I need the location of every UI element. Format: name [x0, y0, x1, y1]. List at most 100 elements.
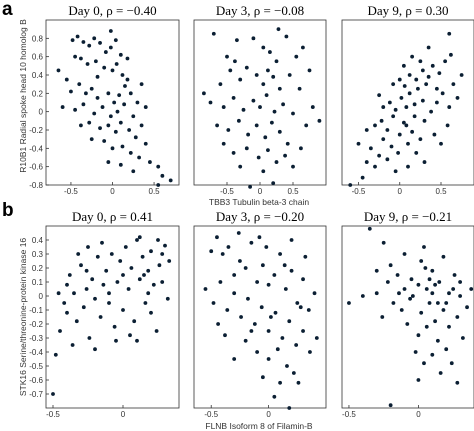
y-tick-label: -0.4: [29, 348, 43, 357]
data-point: [399, 308, 404, 312]
data-point: [303, 254, 308, 259]
data-point: [255, 350, 260, 354]
data-point: [98, 41, 102, 45]
data-point: [135, 338, 139, 343]
data-point: [108, 45, 113, 50]
data-point: [424, 82, 429, 87]
data-point: [225, 54, 229, 59]
data-point: [298, 305, 303, 310]
data-point: [90, 277, 95, 282]
data-point: [455, 315, 460, 319]
x-tick-label: 0: [266, 410, 271, 419]
data-point: [304, 123, 309, 128]
data-point: [241, 107, 246, 112]
xlabel-row-b: FLNB Isoform 8 of Filamin-B: [205, 421, 313, 431]
data-point: [397, 77, 402, 82]
data-point: [123, 245, 128, 249]
data-point: [408, 296, 412, 301]
data-point: [131, 169, 136, 174]
data-point: [238, 77, 243, 82]
data-point: [56, 291, 61, 296]
data-point: [160, 173, 165, 178]
data-point: [73, 107, 77, 112]
data-point: [86, 245, 90, 249]
data-point: [412, 102, 417, 107]
data-point: [226, 245, 231, 249]
data-point: [106, 160, 111, 164]
panel-title: Day 3, ρ = −0.20: [216, 209, 304, 224]
data-point: [235, 38, 239, 43]
scatter-panel-5: Day 3, ρ = −0.20 -0.5 0: [193, 209, 327, 419]
data-point: [60, 105, 65, 109]
data-point: [225, 308, 230, 312]
data-point: [447, 31, 452, 36]
y-tick-label: -0.2: [29, 126, 43, 135]
data-point: [402, 252, 407, 256]
data-point: [373, 123, 377, 128]
data-point: [112, 324, 117, 329]
ylabel-row-b: STK16 Serine/threonine-protein kinase 16: [18, 238, 28, 397]
data-point: [307, 68, 312, 73]
data-point: [430, 352, 435, 357]
data-point: [251, 98, 256, 103]
data-point: [406, 164, 410, 169]
data-point: [221, 105, 226, 109]
data-point: [458, 280, 463, 284]
data-point: [438, 371, 443, 375]
panel-title: Day 3, ρ = −0.08: [216, 3, 304, 18]
data-point: [420, 98, 425, 103]
data-point: [314, 336, 319, 340]
panel-title: Day 9, ρ = 0.30: [368, 3, 449, 18]
data-point: [277, 86, 282, 91]
data-point: [274, 160, 279, 164]
data-point: [126, 287, 131, 291]
data-point: [257, 235, 262, 240]
data-point: [422, 361, 426, 366]
data-point: [70, 38, 75, 43]
data-point: [274, 59, 279, 64]
data-point: [469, 287, 474, 291]
data-point: [437, 280, 442, 284]
data-point: [447, 291, 451, 296]
data-point: [254, 123, 259, 128]
y-tick-label: 0.3: [32, 250, 44, 259]
data-point: [429, 109, 433, 114]
data-point: [285, 364, 289, 368]
data-point: [67, 273, 72, 277]
data-point: [416, 333, 421, 338]
data-point: [258, 105, 262, 109]
y-tick-label: 0: [39, 292, 44, 301]
data-point: [163, 243, 167, 248]
data-point: [143, 301, 148, 305]
plot-frame: [341, 225, 474, 409]
data-point: [246, 132, 251, 137]
data-point: [114, 338, 118, 343]
data-point: [269, 315, 273, 319]
data-point: [289, 268, 294, 273]
data-point: [426, 74, 431, 79]
data-point: [76, 252, 81, 256]
y-tick-label: -0.3: [29, 334, 43, 343]
data-point: [416, 282, 421, 287]
data-point: [264, 93, 269, 98]
data-point: [232, 291, 237, 296]
data-point: [215, 235, 219, 240]
data-point: [388, 403, 393, 408]
data-point: [123, 84, 127, 88]
data-point: [360, 175, 365, 180]
data-point: [118, 162, 123, 167]
data-point: [272, 273, 277, 277]
data-point: [113, 129, 118, 134]
data-point: [437, 71, 442, 76]
data-point: [218, 280, 223, 284]
data-point: [433, 282, 437, 287]
data-point: [424, 287, 429, 291]
data-point: [79, 56, 83, 61]
data-point: [422, 118, 427, 123]
data-point: [118, 259, 123, 263]
y-tick-label: 0.8: [32, 34, 44, 43]
data-point: [391, 301, 396, 305]
data-point: [128, 151, 133, 155]
data-point: [397, 132, 402, 137]
data-point: [156, 238, 160, 242]
